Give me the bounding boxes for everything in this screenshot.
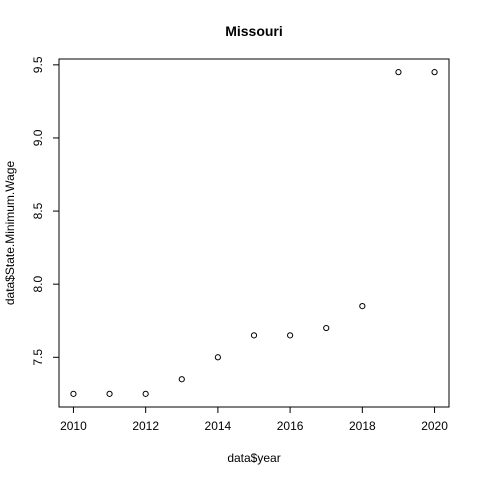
- data-point: [214, 354, 221, 361]
- x-tick-label: 2016: [277, 419, 304, 433]
- y-tick-label: 8.5: [31, 202, 45, 219]
- chart-title: Missouri: [225, 23, 283, 39]
- y-axis: 7.5 8.0 8.5 9.0 9.5: [31, 56, 60, 366]
- data-point: [178, 376, 185, 383]
- data-point: [431, 69, 438, 76]
- y-tick-label: 9.5: [31, 56, 45, 73]
- x-axis-label: data$year: [227, 451, 280, 465]
- y-tick-label: 9.0: [31, 129, 45, 146]
- x-axis: 2010 2012 2014 2016 2018 2020: [60, 406, 448, 433]
- data-point: [359, 303, 366, 310]
- data-point: [250, 332, 258, 339]
- data-point: [287, 332, 294, 339]
- data-point: [142, 390, 149, 397]
- x-tick-label: 2020: [421, 419, 448, 433]
- y-axis-label: data$State.Minimum.Wage: [3, 161, 17, 306]
- plot-box: [58, 58, 450, 408]
- data-point: [323, 324, 330, 332]
- x-tick-label: 2012: [132, 419, 159, 433]
- x-tick-label: 2010: [60, 419, 87, 433]
- x-tick-label: 2018: [349, 419, 376, 433]
- y-tick-label: 7.5: [31, 349, 45, 366]
- data-point: [395, 69, 402, 76]
- y-tick-label: 8.0: [31, 276, 45, 293]
- data-point: [106, 390, 113, 397]
- data-point: [70, 390, 77, 397]
- data-points: [70, 69, 438, 397]
- x-tick-label: 2014: [205, 419, 232, 433]
